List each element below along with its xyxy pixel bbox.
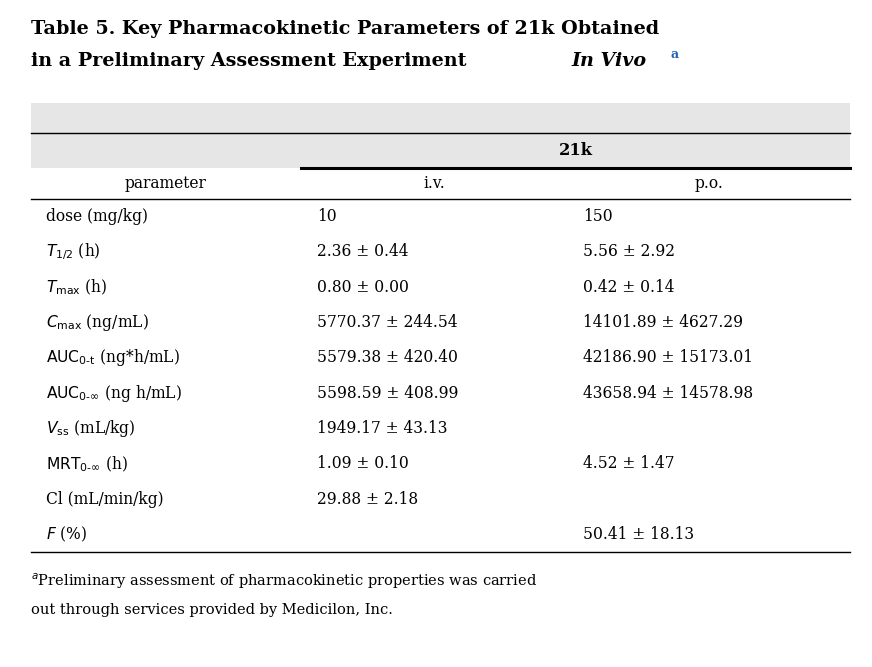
Text: $T_{\rm max}$ (h): $T_{\rm max}$ (h) [46, 277, 107, 297]
Text: $T_{1/2}$ (h): $T_{1/2}$ (h) [46, 241, 101, 262]
Text: 150: 150 [583, 208, 613, 225]
Bar [31, 103, 850, 168]
Text: Table 5. Key Pharmacokinetic Parameters of 21k Obtained: Table 5. Key Pharmacokinetic Parameters … [31, 20, 658, 38]
Text: 21k: 21k [559, 142, 593, 159]
Text: 0.80 ± 0.00: 0.80 ± 0.00 [317, 279, 409, 295]
Text: 2.36 ± 0.44: 2.36 ± 0.44 [317, 243, 408, 260]
Text: $\rm MRT_{0\text{-}\infty}$ (h): $\rm MRT_{0\text{-}\infty}$ (h) [46, 454, 128, 474]
Text: 4.52 ± 1.47: 4.52 ± 1.47 [583, 456, 675, 472]
Text: p.o.: p.o. [694, 175, 723, 192]
Text: $C_{\rm max}$ (ng/mL): $C_{\rm max}$ (ng/mL) [46, 312, 149, 333]
Text: dose (mg/kg): dose (mg/kg) [46, 208, 148, 225]
Text: $V_{\rm ss}$ (mL/kg): $V_{\rm ss}$ (mL/kg) [46, 418, 136, 439]
Text: $F$ (%): $F$ (%) [46, 525, 87, 544]
Text: 5770.37 ± 244.54: 5770.37 ± 244.54 [317, 314, 457, 331]
Text: parameter: parameter [125, 175, 207, 192]
Text: 5.56 ± 2.92: 5.56 ± 2.92 [583, 243, 675, 260]
Text: 5579.38 ± 420.40: 5579.38 ± 420.40 [317, 350, 458, 366]
Text: a: a [670, 48, 678, 61]
Text: 29.88 ± 2.18: 29.88 ± 2.18 [317, 491, 418, 508]
Text: 5598.59 ± 408.99: 5598.59 ± 408.99 [317, 385, 458, 402]
Text: 1949.17 ± 43.13: 1949.17 ± 43.13 [317, 420, 447, 437]
Text: $^{a}$Preliminary assessment of pharmacokinetic properties was carried: $^{a}$Preliminary assessment of pharmaco… [31, 571, 537, 590]
Text: 14101.89 ± 4627.29: 14101.89 ± 4627.29 [583, 314, 743, 331]
Text: in a Preliminary Assessment Experiment: in a Preliminary Assessment Experiment [31, 52, 473, 70]
Text: 43658.94 ± 14578.98: 43658.94 ± 14578.98 [583, 385, 753, 402]
Text: 0.42 ± 0.14: 0.42 ± 0.14 [583, 279, 675, 295]
Text: 10: 10 [317, 208, 337, 225]
Text: 50.41 ± 18.13: 50.41 ± 18.13 [583, 526, 694, 543]
Text: out through services provided by Medicilon, Inc.: out through services provided by Medicil… [31, 603, 392, 617]
Text: $\rm AUC_{0\text{-}\infty}$ (ng h/mL): $\rm AUC_{0\text{-}\infty}$ (ng h/mL) [46, 383, 182, 404]
Text: 1.09 ± 0.10: 1.09 ± 0.10 [317, 456, 408, 472]
Text: In Vivo: In Vivo [571, 52, 646, 70]
Text: 42186.90 ± 15173.01: 42186.90 ± 15173.01 [583, 350, 753, 366]
Text: $\rm AUC_{0\text{-}t}$ (ng*h/mL): $\rm AUC_{0\text{-}t}$ (ng*h/mL) [46, 348, 181, 368]
Text: i.v.: i.v. [423, 175, 445, 192]
Text: Cl (mL/min/kg): Cl (mL/min/kg) [46, 491, 164, 508]
